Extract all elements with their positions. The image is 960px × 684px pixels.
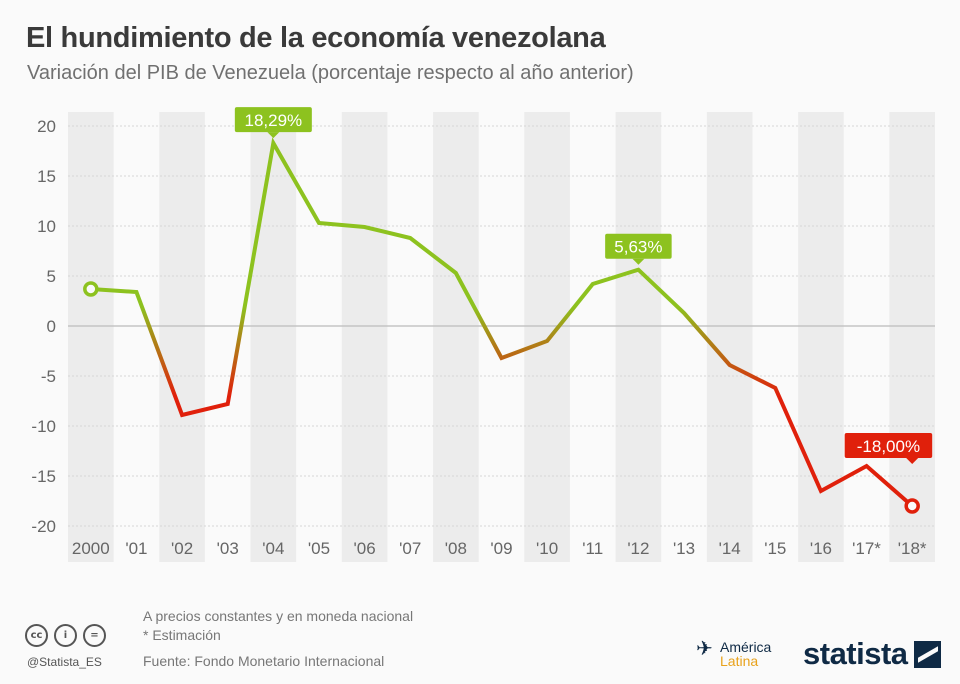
x-tick-label: '10 xyxy=(536,539,558,558)
statista-logo[interactable]: statista xyxy=(803,636,941,672)
chart-subtitle: Variación del PIB de Venezuela (porcenta… xyxy=(27,62,634,84)
y-tick-label: -15 xyxy=(31,467,56,486)
logo-latina: Latina xyxy=(720,653,759,669)
x-tick-label: '04 xyxy=(262,539,284,558)
logo-america: América xyxy=(720,639,772,655)
x-tick-label: '03 xyxy=(217,539,239,558)
x-tick-label: '16 xyxy=(810,539,832,558)
note-prices: A precios constantes y en moneda naciona… xyxy=(143,608,414,624)
x-tick-label: '07 xyxy=(399,539,421,558)
annotation-label: 5,63% xyxy=(614,238,662,257)
annotation-pointer xyxy=(267,132,280,139)
x-tick-label: '15 xyxy=(764,539,786,558)
x-tick-label: '08 xyxy=(445,539,467,558)
x-tick-label: '18* xyxy=(898,539,927,558)
x-tick-label: 2000 xyxy=(72,539,110,558)
america-latina-logo: ✈ América Latina xyxy=(696,638,772,669)
annotation-box xyxy=(844,433,933,458)
x-tick-label: '05 xyxy=(308,539,330,558)
source: Fuente: Fondo Monetario Internacional xyxy=(143,653,385,669)
column-band xyxy=(798,112,844,562)
y-tick-label: 0 xyxy=(47,317,56,336)
annotation-pointer xyxy=(906,458,919,464)
statista-icon xyxy=(913,640,941,668)
statista-wordmark: statista xyxy=(803,636,908,671)
column-band xyxy=(706,112,753,562)
cc-icon: cc xyxy=(25,624,48,647)
column-band xyxy=(250,112,297,562)
x-tick-label: '17* xyxy=(852,539,881,558)
column-band xyxy=(68,112,114,562)
attribution-icon: i xyxy=(54,624,77,647)
column-band xyxy=(433,112,479,562)
no-derivatives-icon: = xyxy=(83,624,106,647)
start-marker xyxy=(83,281,99,297)
y-tick-label: 10 xyxy=(37,217,56,236)
annotation-pointer xyxy=(632,258,645,265)
x-tick-label: '06 xyxy=(354,539,376,558)
x-tick-label: '11 xyxy=(582,539,603,558)
latin-america-map-icon: ✈ xyxy=(696,638,713,660)
x-tick-label: '13 xyxy=(673,539,695,558)
annotation-label: -18,00% xyxy=(857,437,920,456)
x-tick-label: '01 xyxy=(125,539,147,558)
y-tick-label: -20 xyxy=(31,517,56,536)
x-tick-label: '14 xyxy=(719,539,741,558)
chart-title: El hundimiento de la economía venezolana xyxy=(26,22,606,54)
y-tick-label: 15 xyxy=(37,167,56,186)
x-tick-label: '12 xyxy=(627,539,649,558)
license-icons: cc i = xyxy=(25,624,106,647)
column-band xyxy=(341,112,388,562)
column-band xyxy=(159,112,205,562)
y-tick-label: 20 xyxy=(37,117,56,136)
twitter-handle: @Statista_ES xyxy=(27,655,102,669)
end-marker xyxy=(904,498,920,514)
column-band xyxy=(615,112,662,562)
note-estimate: * Estimación xyxy=(143,627,221,643)
y-tick-label: 5 xyxy=(47,267,56,286)
y-tick-label: -10 xyxy=(31,417,56,436)
annotation-label: 18,29% xyxy=(245,111,303,130)
annotation-box xyxy=(605,233,672,259)
column-band xyxy=(889,112,935,562)
y-tick-label: -5 xyxy=(41,367,56,386)
line-chart: 20 15 10 5 0 -5 -10 -15 -20 2000 '01 '02 '03 '04 '05 '0… xyxy=(31,107,935,562)
x-tick-label: '02 xyxy=(171,539,193,558)
x-tick-label: '09 xyxy=(490,539,512,558)
column-band xyxy=(524,112,570,562)
annotation-box xyxy=(234,107,312,133)
series-line xyxy=(90,137,914,508)
